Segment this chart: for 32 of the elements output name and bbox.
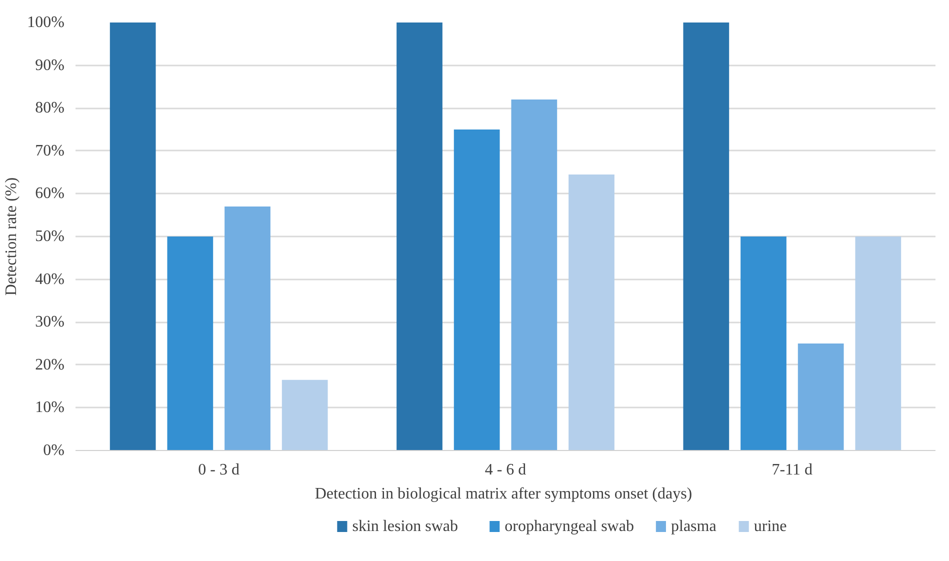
y-tick-label: 0% xyxy=(43,442,64,459)
bar xyxy=(683,22,730,450)
bar xyxy=(568,174,614,450)
bar xyxy=(798,344,844,450)
x-axis-title: Detection in biological matrix after symptoms onset (days) xyxy=(314,486,692,502)
bar xyxy=(110,22,156,450)
bar xyxy=(396,22,442,450)
x-tick-label: 0 - 3 d xyxy=(198,462,240,478)
bar xyxy=(855,236,902,450)
y-tick-label: 70% xyxy=(35,142,64,160)
bar xyxy=(224,206,270,450)
bar xyxy=(740,236,786,450)
y-tick-label: 10% xyxy=(35,399,64,416)
bar xyxy=(454,130,500,450)
x-tick-label: 7-11 d xyxy=(772,462,813,478)
y-tick-label: 50% xyxy=(35,228,64,245)
bar xyxy=(511,100,558,450)
bar xyxy=(282,380,328,450)
legend-label: skin lesion swab xyxy=(352,518,458,535)
y-axis-title: Detection rate (%) xyxy=(3,177,20,296)
y-tick-label: 20% xyxy=(35,356,64,374)
legend-label: oropharyngeal swab xyxy=(504,518,634,535)
bar xyxy=(167,236,214,450)
legend-label: urine xyxy=(754,518,787,535)
y-tick-label: 30% xyxy=(35,314,64,331)
legend-label: plasma xyxy=(671,518,716,535)
y-tick-label: 80% xyxy=(35,100,64,117)
x-tick-label: 4 - 6 d xyxy=(484,462,526,478)
y-tick-label: 60% xyxy=(35,185,64,202)
y-tick-label: 100% xyxy=(27,14,64,31)
y-tick-label: 90% xyxy=(35,56,64,74)
y-tick-label: 40% xyxy=(35,270,64,288)
